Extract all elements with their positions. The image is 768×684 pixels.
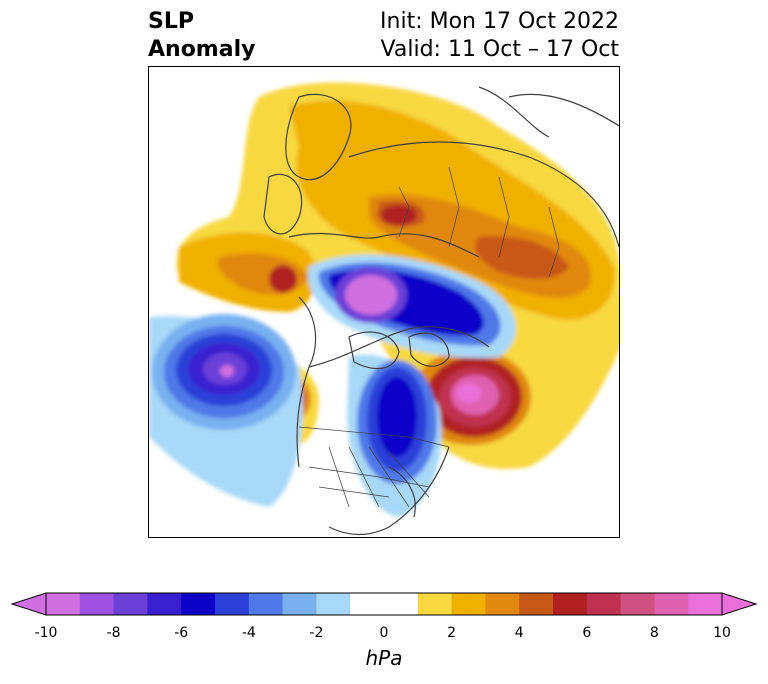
colorbar-cell xyxy=(282,593,317,615)
colorbar-tick-label: -8 xyxy=(106,625,121,641)
colorbar-cell xyxy=(113,593,148,615)
colorbar-tick-label: -4 xyxy=(241,625,256,641)
colorbar-cell xyxy=(553,593,588,615)
colorbar-unit: hPa xyxy=(365,646,403,670)
coastlines xyxy=(263,86,619,536)
colorbar-tick-label: -10 xyxy=(34,625,58,641)
colorbar-right-extension xyxy=(721,592,758,616)
colorbar-cell xyxy=(46,593,81,615)
colorbar-left-extension xyxy=(10,592,47,616)
anomaly-map xyxy=(149,82,619,536)
title-anomaly: Anomaly xyxy=(148,37,256,62)
colorbar-tick-label: 0 xyxy=(379,625,389,641)
colorbar-cell xyxy=(688,593,723,615)
colorbar-cell xyxy=(147,593,182,615)
positive-anomaly-north-atlantic-max xyxy=(457,383,481,403)
borders xyxy=(298,166,560,508)
colorbar-cell xyxy=(417,593,453,615)
map-panel xyxy=(148,66,620,538)
colorbar-tick-label: 2 xyxy=(447,625,457,641)
valid-range: Valid: 11 Oct – 17 Oct xyxy=(380,37,619,62)
colorbar-tick-label: 10 xyxy=(713,625,731,641)
title-right: Init: Mon 17 Oct 2022 Valid: 11 Oct – 17… xyxy=(380,8,619,64)
colorbar xyxy=(10,592,758,616)
colorbar-cell xyxy=(181,593,216,615)
init-date: Init: Mon 17 Oct 2022 xyxy=(380,9,619,34)
positive-anomaly-east-siberia xyxy=(475,236,569,279)
colorbar-tick-label: 6 xyxy=(582,625,592,641)
colorbar-tick-label: -2 xyxy=(309,625,324,641)
colorbar-cell xyxy=(316,593,351,615)
colorbar-cell xyxy=(350,593,385,615)
colorbar-cell xyxy=(215,593,250,615)
colorbar-tick-label: 8 xyxy=(649,625,659,641)
colorbar-cell xyxy=(248,593,284,615)
colorbar-cell xyxy=(519,593,554,615)
negative-anomaly-arctic-max xyxy=(345,275,397,315)
colorbar-tick-label: 4 xyxy=(514,625,524,641)
colorbar-cell xyxy=(485,593,520,615)
title-slp: SLP xyxy=(148,9,194,34)
colorbar-cell xyxy=(79,593,115,615)
negative-anomaly-hudson-max xyxy=(377,377,417,457)
colorbar-outline xyxy=(45,592,723,616)
positive-anomaly-west-max xyxy=(269,265,297,293)
colorbar-cell xyxy=(620,593,655,615)
negative-anomaly-pacific-max xyxy=(220,365,234,377)
colorbar-cell xyxy=(586,593,622,615)
colorbar-cell xyxy=(384,593,419,615)
colorbar-cell xyxy=(451,593,486,615)
colorbar-cell xyxy=(654,593,689,615)
title-left: SLP Anomaly xyxy=(148,8,255,64)
positive-anomaly-russia-max xyxy=(381,205,417,225)
colorbar-tick-label: -6 xyxy=(174,625,189,641)
